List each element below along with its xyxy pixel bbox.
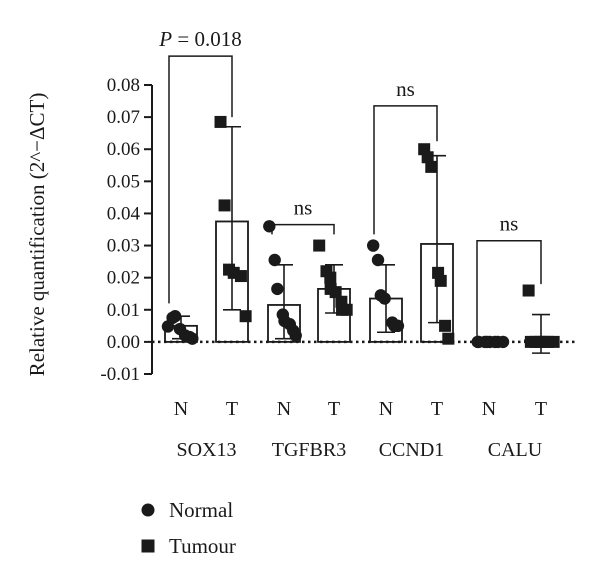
tumour-point (425, 160, 438, 173)
normal-point (271, 282, 284, 296)
y-tick-label: 0.08 (107, 75, 140, 96)
tumour-point (522, 284, 535, 297)
group-label: T (328, 398, 340, 420)
y-tick-label: -0.01 (100, 364, 140, 385)
tumour-point (324, 271, 337, 284)
y-tick-label: 0.07 (107, 107, 140, 128)
group-label: N (174, 398, 188, 420)
group-label: T (535, 398, 547, 420)
significance-label: ns (294, 196, 313, 220)
tumour-point (329, 286, 342, 299)
gene-label: CCND1 (379, 439, 445, 461)
normal-point (367, 239, 380, 252)
significance-label: ns (396, 77, 415, 101)
legend-square-icon (141, 539, 155, 553)
significance-label: ns (500, 212, 519, 236)
y-axis-label: Relative quantification (2^−ΔCT) (25, 93, 49, 377)
tumour-point (239, 310, 252, 323)
tumour-point (340, 303, 353, 316)
y-tick-label: 0.03 (107, 236, 140, 257)
normal-point (391, 319, 405, 333)
significance-label: P = 0.018 (158, 27, 241, 51)
gene-label: CALU (488, 439, 543, 461)
y-tick-label: 0.05 (107, 171, 140, 192)
normal-point (371, 253, 385, 267)
gene-label: SOX13 (176, 439, 236, 461)
tumour-point (421, 151, 434, 164)
tumour-point (313, 239, 326, 252)
significance-bracket (271, 223, 335, 235)
normal-point (378, 292, 391, 305)
tumour-point (234, 270, 247, 283)
legend-label: Tumour (169, 534, 236, 558)
significance-bracket (476, 239, 542, 338)
normal-point (186, 332, 199, 345)
tumour-point (218, 199, 231, 212)
y-tick-label: 0.04 (107, 203, 141, 224)
significance-bracket (168, 55, 233, 304)
tumour-point (442, 332, 455, 345)
group-label: N (482, 398, 496, 420)
legend-circle-icon (141, 503, 155, 517)
normal-point (289, 329, 302, 342)
normal-point (168, 310, 182, 323)
group-label: T (431, 398, 443, 420)
gene-label: TGFBR3 (272, 439, 346, 461)
normal-point (496, 335, 510, 349)
legend-label: Normal (169, 498, 233, 522)
group-label: N (379, 398, 393, 420)
significance-bracket (373, 105, 438, 235)
tumour-point (547, 335, 560, 348)
group-label: N (277, 398, 291, 420)
tumour-point (214, 115, 227, 128)
tumour-point (434, 274, 447, 287)
y-tick-label: 0.00 (107, 332, 140, 353)
normal-point (268, 253, 281, 267)
y-tick-label: 0.06 (107, 139, 140, 160)
y-tick-label: 0.01 (107, 300, 140, 321)
tumour-point (439, 319, 452, 332)
group-label: T (226, 398, 238, 420)
normal-point (263, 220, 276, 233)
y-tick-label: 0.02 (107, 268, 140, 289)
